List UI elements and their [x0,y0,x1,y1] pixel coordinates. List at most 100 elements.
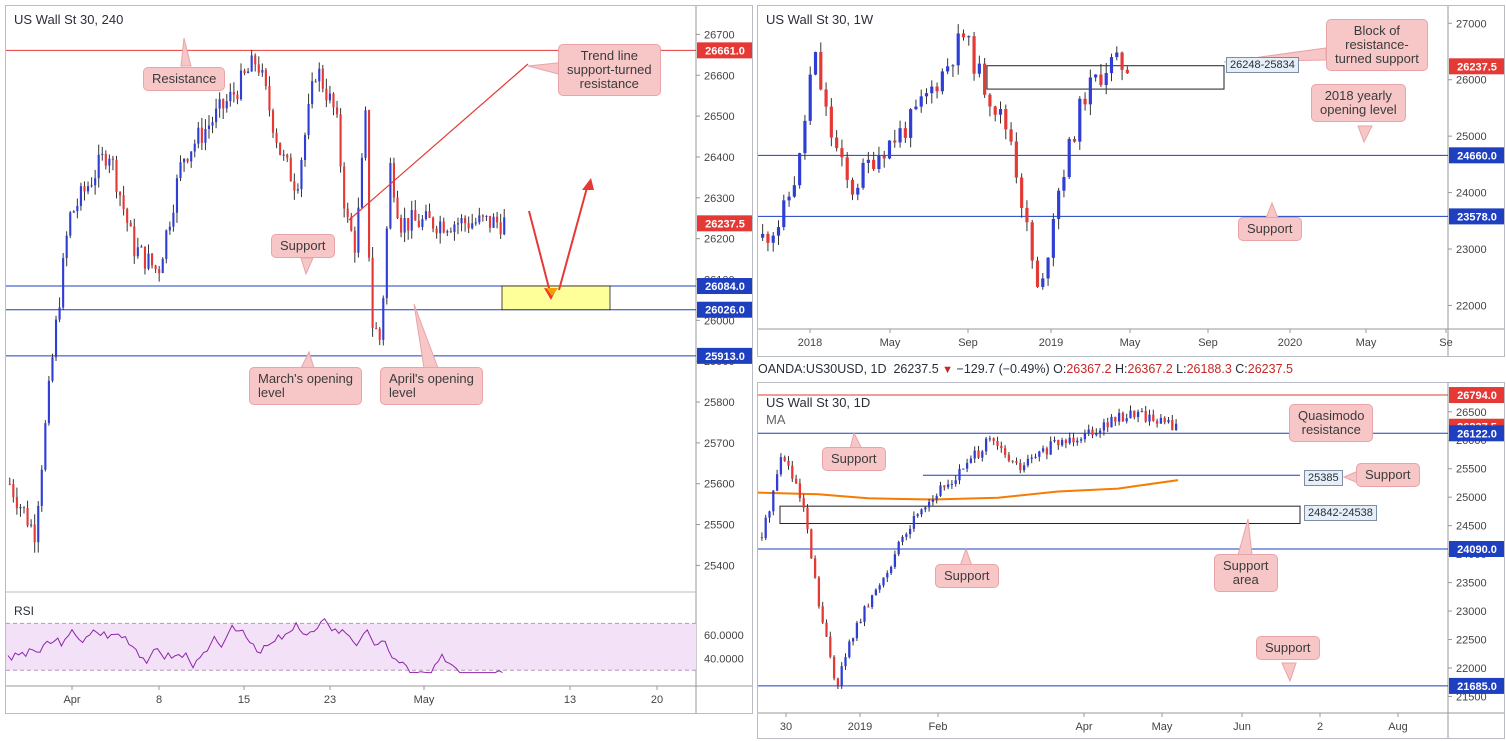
d1-candle [817,577,821,607]
h4-candle [268,85,271,111]
d1-candle [1083,433,1087,440]
h4-candle [122,195,125,210]
w1-candle [887,140,892,159]
d1-chart-panel[interactable]: 2650026000255002500024500240002350023000… [757,382,1505,739]
h4-candle [12,483,15,498]
w1-chart-panel[interactable]: 27000 26000 25000 24000 23000 22000 26237.5 246… [757,5,1505,357]
w1-candle [845,157,849,180]
w1-candle [1067,138,1071,178]
h4-candle [439,221,442,234]
d1-candle [897,541,900,555]
h4-candle [460,218,463,224]
h4-candle [318,68,321,82]
rsi-ytick-label: 60.0000 [704,630,744,642]
w1-candle [766,233,770,243]
h4-candle [51,357,54,381]
h4-candle [190,151,193,162]
h4-candle [421,219,424,228]
h4-candle [183,158,186,163]
d1-candle [1053,439,1056,442]
d1-xtick-label: 30 [780,721,792,733]
d1-open: 26367.2 [1066,362,1112,376]
d1-ytick-label: 25500 [1456,464,1487,476]
d1-pricebox-label: 26794.0 [1457,390,1497,402]
w1-candle [956,33,960,66]
h4-candle [200,127,203,143]
w1-support-annotation: Support [1238,217,1302,241]
w1-candle [1062,177,1066,191]
h4-candle [193,143,196,152]
h4-candle [172,212,175,227]
h4-candle [204,128,207,143]
h4-arrow-up [558,183,589,291]
d1-candle [1091,429,1094,436]
h4-xtick-label: 15 [238,694,250,706]
h4-candle [118,192,122,196]
d1-candle [1129,410,1132,419]
h4-ytick-label: 26200 [704,234,735,246]
h4-candle [432,217,435,229]
w1-ytick-label: 26000 [1456,75,1487,87]
h4-chart-panel[interactable]: 2670026600265002640026300262002610026000… [5,5,753,714]
d1-candle [1152,414,1155,421]
w1-candle [1057,190,1061,219]
h4-pricebox [697,278,752,295]
h4-candle [279,142,282,155]
h4-chart-canvas[interactable]: 2670026600265002640026300262002610026000… [6,6,752,713]
h4-candle [343,166,346,209]
d1-ytick-label: 25000 [1456,492,1487,504]
d1-candle [935,495,938,500]
h4-candle [496,216,499,223]
d1-candle [1163,417,1166,423]
w1-pricebox-label: 24660.0 [1457,150,1497,162]
h4-candle [47,380,50,424]
h4-candle [37,505,40,543]
h4-candle [19,507,22,509]
h4-candle [293,181,296,191]
h4-candle [467,223,470,229]
d1-ytick-label: 22000 [1456,663,1487,675]
w1-candle [819,52,823,90]
d1-candle [768,511,771,518]
h4-candle [257,64,260,73]
d1-candle [924,507,927,510]
d1-candle [1136,411,1140,418]
h4-candle [33,524,36,543]
d1-candle [1155,420,1159,424]
d1-candle [1148,414,1151,422]
h4-candle [353,230,356,253]
w1-candle [998,109,1003,115]
h4-candle [367,110,371,258]
d1-support-mid-annotation: Support [935,564,999,588]
w1-pricebox-label: 23578.0 [1457,211,1497,223]
d1-candle [1121,412,1125,422]
d1-candle [973,450,976,459]
h4-candle [143,246,147,269]
h4-candle [328,93,331,101]
d1-candle [950,483,954,485]
d1-candle [984,438,988,452]
h4-candle [375,328,378,330]
d1-chart-canvas[interactable]: 2650026000255002500024500240002350023000… [758,383,1504,738]
h4-candle [186,158,189,162]
h4-candle [264,69,267,86]
d1-candle [764,517,767,539]
d1-candle [946,484,950,488]
w1-candle [808,74,812,121]
h4-candle [503,217,506,235]
d1-candle [1133,410,1136,418]
d1-candle [840,666,843,686]
d1-xtick-label: Feb [929,721,948,733]
w1-ytick-label: 23000 [1456,244,1487,256]
d1-candle [775,474,779,491]
w1-chart-canvas[interactable]: 27000 26000 25000 24000 23000 22000 26237.5 246… [758,6,1504,356]
d1-candle [1102,422,1106,431]
d1-candle [1057,439,1060,446]
h4-candle [90,185,93,187]
d1-pricebox [1449,540,1504,557]
w1-candle [761,233,765,238]
h4-pricebox [697,347,752,364]
w1-candle [1088,77,1092,105]
d1-candle [772,490,775,512]
d1-candle [1076,440,1079,443]
